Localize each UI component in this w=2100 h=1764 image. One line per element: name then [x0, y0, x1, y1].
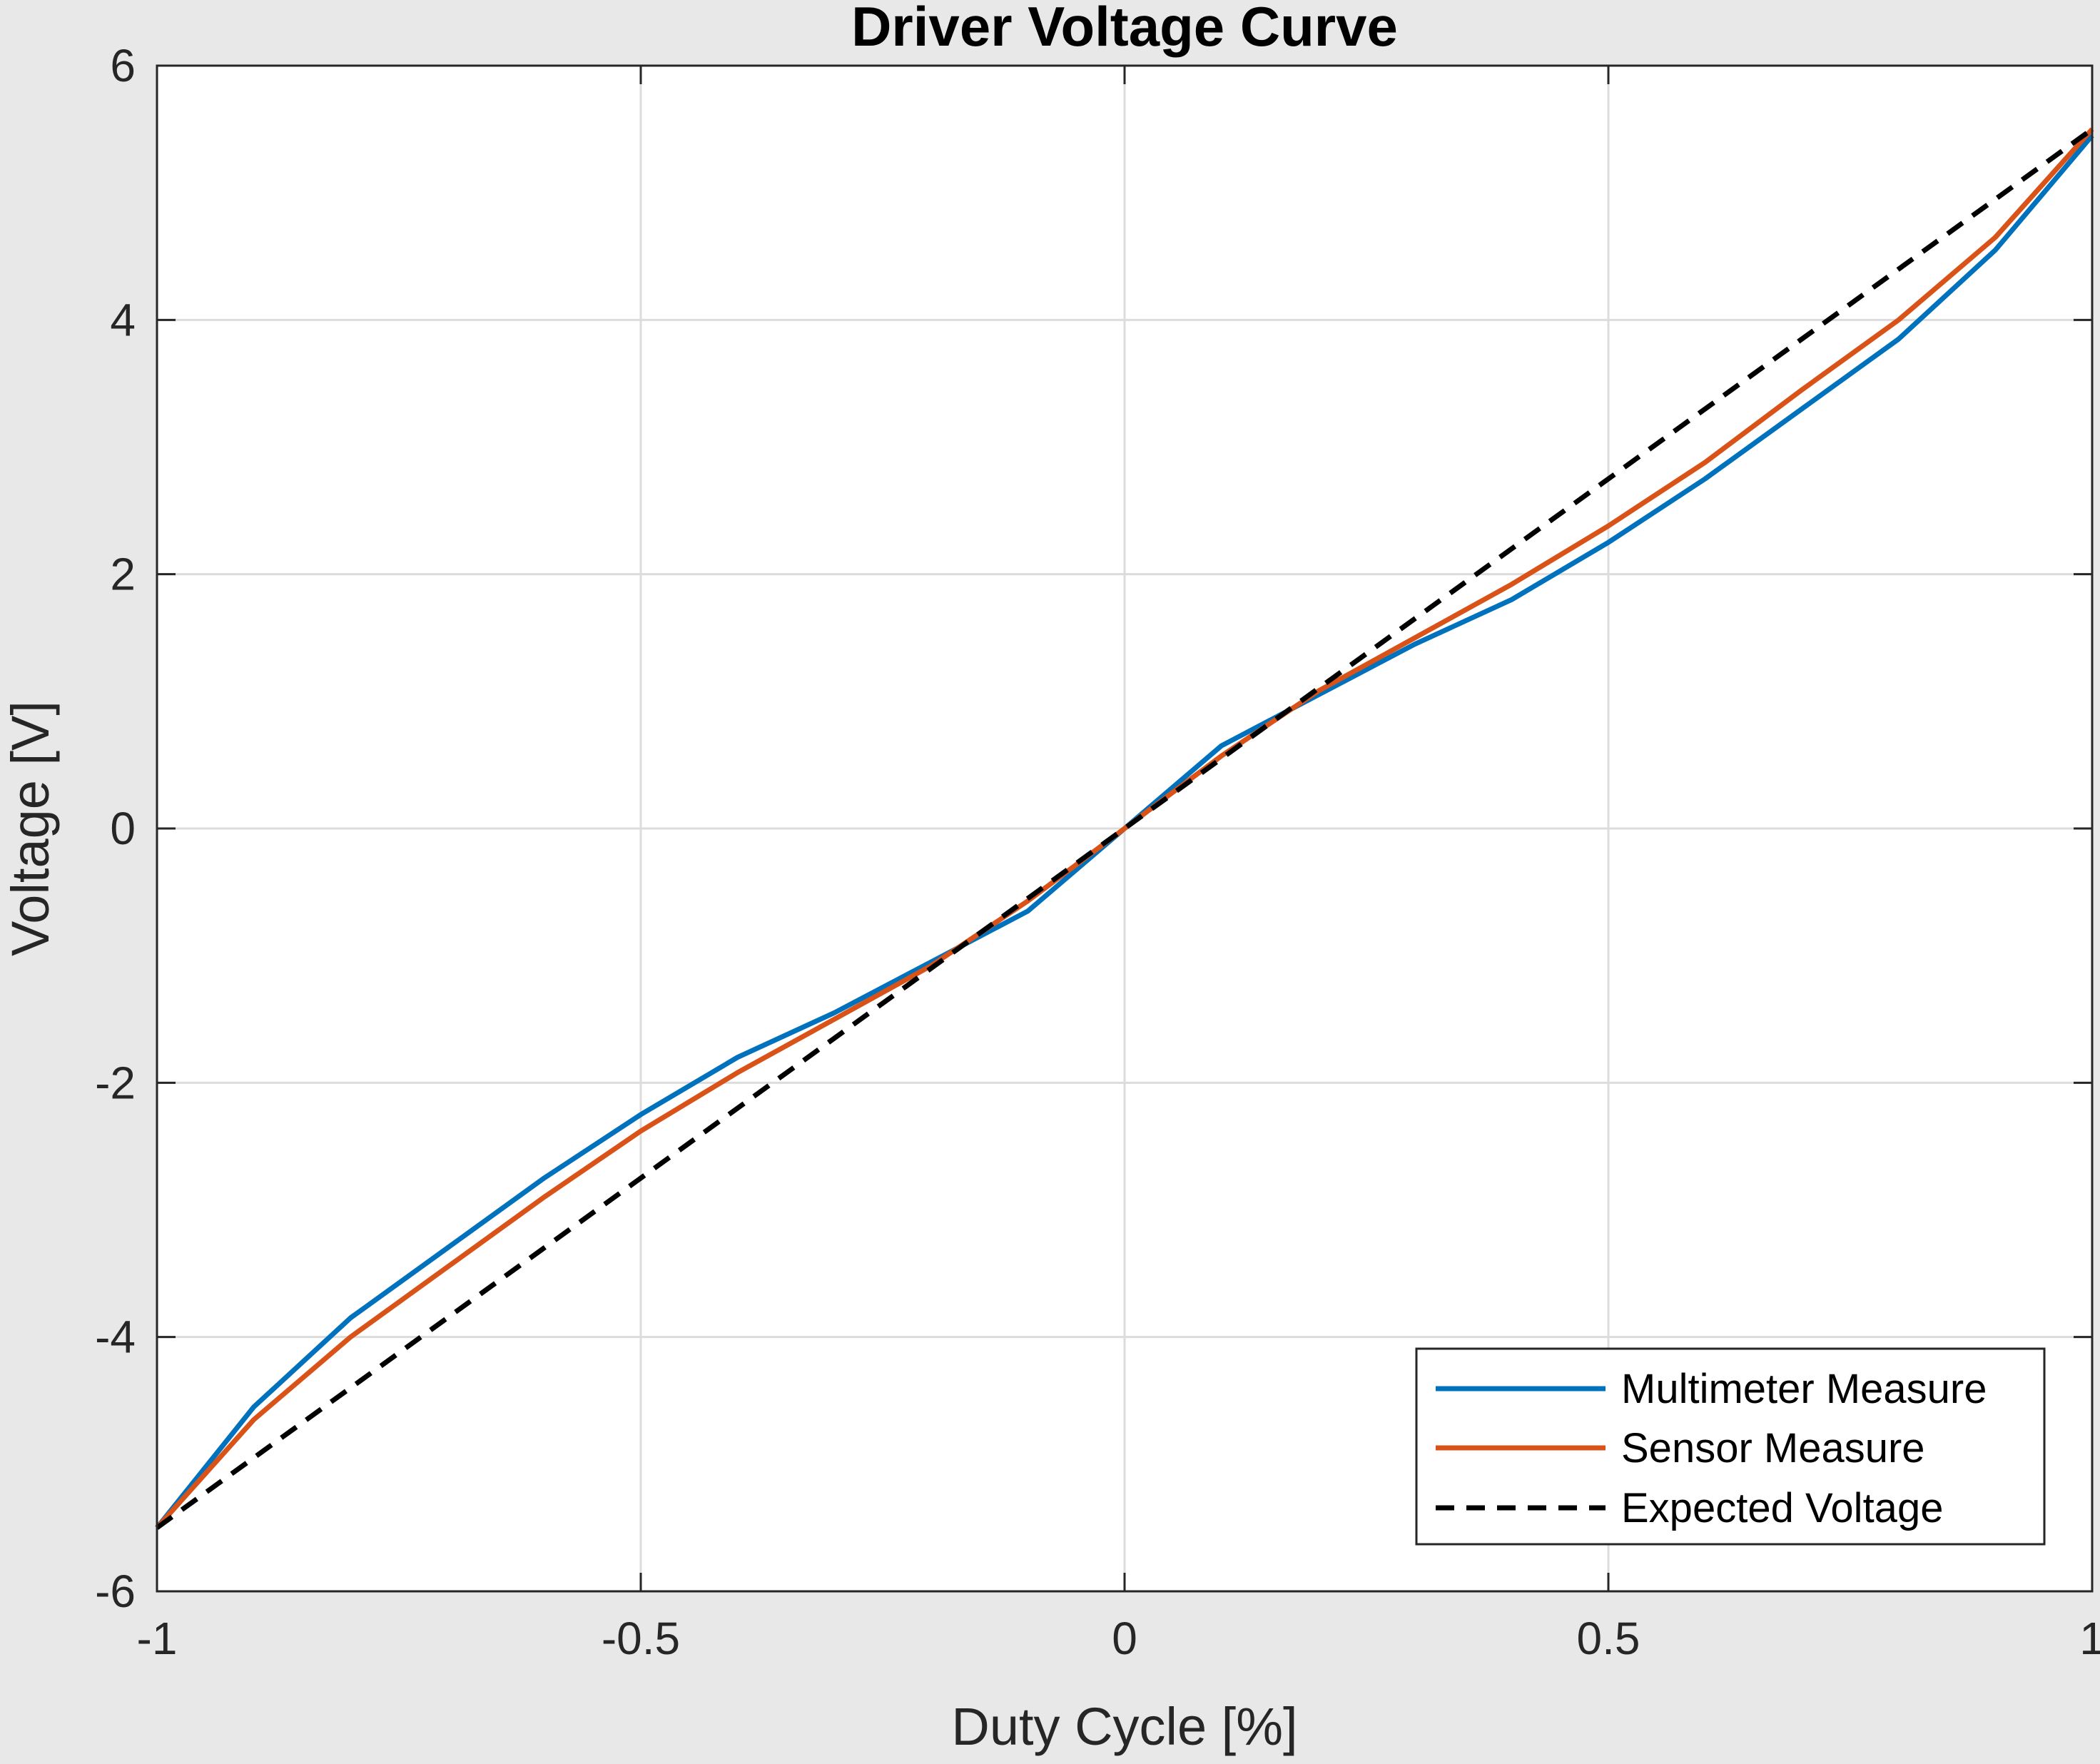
chart-title: Driver Voltage Curve	[851, 0, 1398, 58]
x-tick-label: 0	[1112, 1613, 1137, 1664]
y-tick-label: 0	[110, 803, 136, 854]
x-tick-label: 0.5	[1577, 1613, 1640, 1664]
y-tick-label: -2	[95, 1057, 136, 1108]
legend-label-multimeter: Multimeter Measure	[1621, 1366, 1987, 1412]
x-tick-label: 1	[2079, 1613, 2100, 1664]
tick-labels: -1 -0.5 0 0.5 1 -6 -4 -2 0 2 4 6	[95, 40, 2100, 1664]
y-tick-label: 4	[110, 294, 136, 345]
y-tick-label: 6	[110, 40, 136, 91]
series-layer	[155, 127, 2094, 1530]
y-tick-label: -6	[95, 1566, 136, 1617]
x-tick-label: -1	[137, 1613, 178, 1664]
y-tick-label: -4	[95, 1312, 136, 1363]
y-tick-label: 2	[110, 549, 136, 600]
legend-label-sensor: Sensor Measure	[1621, 1425, 1925, 1471]
series-line-sensor	[155, 127, 2094, 1530]
legend: Multimeter Measure Sensor Measure Expect…	[1415, 1347, 2046, 1546]
y-axis-label: Voltage [V]	[1, 701, 60, 956]
legend-label-expected: Expected Voltage	[1621, 1485, 1943, 1531]
axis-ticks	[156, 64, 2094, 1593]
x-tick-label: -0.5	[602, 1613, 680, 1664]
x-axis-label: Duty Cycle [%]	[951, 1697, 1297, 1756]
